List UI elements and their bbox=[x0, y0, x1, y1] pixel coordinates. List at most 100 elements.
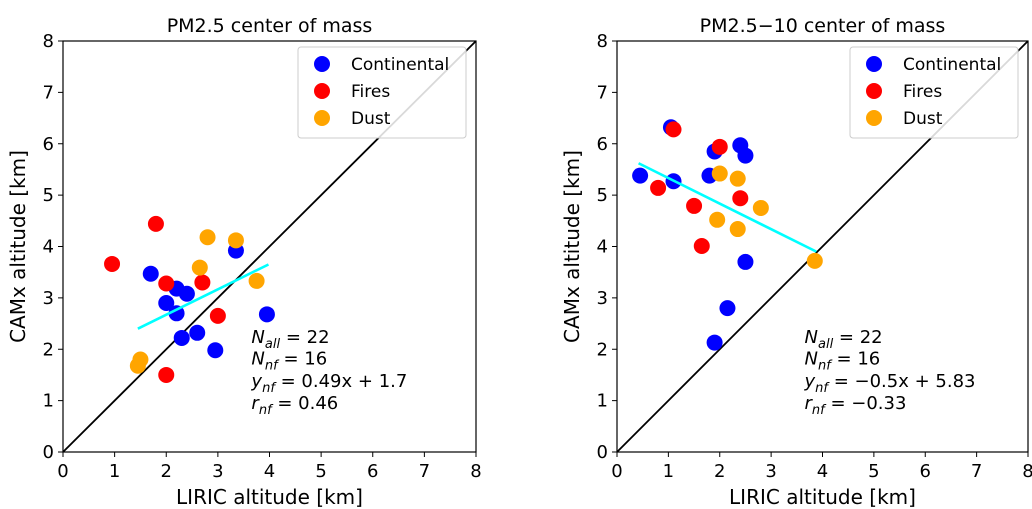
data-point-continental bbox=[173, 329, 190, 346]
y-tick-label: 0 bbox=[43, 442, 54, 463]
data-point-dust bbox=[191, 259, 208, 276]
y-tick-label: 5 bbox=[43, 185, 54, 206]
data-point-continental bbox=[178, 285, 195, 302]
chart-panel-2: PM2.5−10 center of mass 0 1 2 3 4 5 6 7 8 0 1 2 3 4 5 6 7… bbox=[560, 15, 1032, 509]
x-tick-label: 5 bbox=[315, 461, 326, 482]
data-point-continental bbox=[207, 342, 224, 359]
x-tick-label: 3 bbox=[765, 461, 776, 482]
data-point-fires bbox=[686, 197, 703, 214]
stats-annotation: ynf = 0.49x + 1.7 bbox=[250, 371, 407, 396]
legend-label: Continental bbox=[903, 55, 1001, 75]
x-tick-label: 2 bbox=[714, 461, 725, 482]
data-point-continental bbox=[142, 265, 159, 282]
y-tick-label: 4 bbox=[597, 237, 608, 258]
legend-marker-dust bbox=[866, 110, 882, 126]
x-tick-label: 8 bbox=[1022, 461, 1032, 482]
x-tick-label: 6 bbox=[367, 461, 378, 482]
data-point-dust bbox=[132, 351, 149, 368]
legend-marker-continental bbox=[866, 56, 882, 72]
legend-label: Dust bbox=[903, 109, 943, 129]
data-point-fires bbox=[104, 255, 121, 272]
chart-title: PM2.5−10 center of mass bbox=[700, 15, 946, 37]
y-axis-label: CAMx altitude [km] bbox=[6, 150, 30, 343]
data-point-dust bbox=[752, 199, 769, 216]
data-point-fires bbox=[650, 179, 667, 196]
y-tick-label: 1 bbox=[43, 391, 54, 412]
data-point-dust bbox=[711, 165, 728, 182]
legend-marker-continental bbox=[314, 56, 330, 72]
data-point-continental bbox=[719, 300, 736, 317]
y-tick-label: 3 bbox=[597, 288, 608, 309]
data-point-fires bbox=[209, 307, 226, 324]
x-tick-label: 4 bbox=[264, 461, 275, 482]
y-tick-label: 0 bbox=[597, 442, 608, 463]
data-point-dust bbox=[709, 211, 726, 228]
y-tick-label: 8 bbox=[43, 31, 54, 52]
chart-panel-1: PM2.5 center of mass 0 1 2 3 4 5 6 7 8 0 1 2 3 4 5 6 7 8 LI… bbox=[6, 15, 482, 509]
plot-frame bbox=[62, 40, 477, 453]
x-tick-label: 4 bbox=[817, 461, 828, 482]
y-axis-label: CAMx altitude [km] bbox=[560, 150, 584, 343]
legend-label: Dust bbox=[351, 109, 391, 129]
x-tick-label: 1 bbox=[109, 461, 120, 482]
y-tick-label: 2 bbox=[43, 339, 54, 360]
y-tick-label: 1 bbox=[597, 391, 608, 412]
data-point-fires bbox=[147, 215, 164, 232]
x-tick-label: 2 bbox=[161, 461, 172, 482]
plot-frame bbox=[616, 40, 1029, 453]
x-tick-label: 1 bbox=[663, 461, 674, 482]
data-point-continental bbox=[168, 305, 185, 322]
legend-box bbox=[849, 46, 1019, 139]
x-tick-label: 0 bbox=[57, 461, 68, 482]
y-tick-label: 7 bbox=[43, 82, 54, 103]
data-point-continental bbox=[737, 147, 754, 164]
stats-annotation: ynf = −0.5x + 5.83 bbox=[804, 371, 976, 396]
data-point-fires bbox=[732, 190, 749, 207]
plot-area bbox=[63, 41, 476, 452]
data-point-continental bbox=[706, 334, 723, 351]
x-tick-label: 0 bbox=[611, 461, 622, 482]
data-point-dust bbox=[248, 272, 265, 289]
legend-marker-fires bbox=[314, 83, 330, 99]
fit-line bbox=[637, 162, 817, 253]
stats-annotation: Nnf = 16 bbox=[805, 349, 881, 374]
legend-label: Continental bbox=[351, 55, 449, 75]
x-tick-label: 7 bbox=[419, 461, 430, 482]
legend-marker-dust bbox=[314, 110, 330, 126]
data-point-fires bbox=[711, 138, 728, 155]
plot-area bbox=[617, 41, 1028, 452]
y-tick-label: 7 bbox=[597, 82, 608, 103]
data-point-dust bbox=[806, 252, 823, 269]
fit-line bbox=[137, 263, 270, 330]
x-tick-label: 5 bbox=[868, 461, 879, 482]
data-point-continental bbox=[189, 324, 206, 341]
y-tick-label: 4 bbox=[43, 237, 54, 258]
x-tick-label: 8 bbox=[470, 461, 481, 482]
data-point-continental bbox=[737, 253, 754, 270]
stats-annotation: Nall = 22 bbox=[251, 327, 329, 352]
legend-box bbox=[297, 46, 467, 139]
data-point-dust bbox=[227, 232, 244, 249]
data-point-dust bbox=[729, 170, 746, 187]
data-point-fires bbox=[194, 274, 211, 291]
stats-annotation: Nall = 22 bbox=[805, 327, 883, 352]
data-point-fires bbox=[693, 237, 710, 254]
data-point-dust bbox=[199, 229, 216, 246]
data-point-fires bbox=[158, 366, 175, 383]
x-tick-label: 3 bbox=[212, 461, 223, 482]
stats-annotation: Nnf = 16 bbox=[251, 349, 327, 374]
stats-annotation: rnf = −0.33 bbox=[805, 393, 907, 418]
stats-annotation: rnf = 0.46 bbox=[251, 393, 338, 418]
data-point-continental bbox=[158, 295, 175, 312]
data-point-dust bbox=[729, 221, 746, 238]
x-axis-label: LIRIC altitude [km] bbox=[176, 485, 363, 509]
data-point-fires bbox=[665, 121, 682, 138]
x-tick-label: 7 bbox=[971, 461, 982, 482]
legend-label: Fires bbox=[903, 82, 942, 102]
x-tick-label: 6 bbox=[920, 461, 931, 482]
y-tick-label: 6 bbox=[43, 134, 54, 155]
y-tick-label: 2 bbox=[597, 339, 608, 360]
data-point-continental bbox=[632, 167, 649, 184]
y-tick-label: 5 bbox=[597, 185, 608, 206]
